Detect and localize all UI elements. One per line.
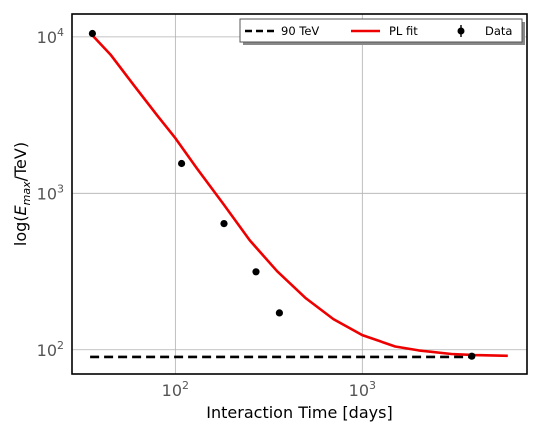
y-tick-label: 102 bbox=[37, 339, 64, 360]
y-tick-label: 104 bbox=[37, 26, 64, 47]
legend-label-90tev: 90 TeV bbox=[281, 24, 319, 38]
legend-label-data: Data bbox=[485, 24, 512, 38]
y-tick-label: 103 bbox=[37, 182, 64, 203]
pl-fit-curve bbox=[89, 32, 508, 358]
data-point bbox=[468, 352, 476, 360]
y-axis-label-suffix: /TeV) bbox=[11, 142, 30, 181]
x-axis-label: Interaction Time [days] bbox=[206, 403, 392, 422]
x-tick-label: 102 bbox=[162, 379, 189, 400]
series-layer bbox=[88, 29, 508, 360]
data-point bbox=[220, 220, 228, 228]
x-tick-label: 103 bbox=[349, 379, 376, 400]
y-axis-label-symbol: E bbox=[11, 204, 30, 215]
legend-label-pl-fit: PL fit bbox=[389, 24, 418, 38]
y-axis-label-prefix: log( bbox=[11, 215, 30, 246]
data-point bbox=[88, 29, 96, 38]
y-axis-label: log(Emax/TeV) bbox=[11, 142, 33, 246]
legend-frame bbox=[239, 18, 523, 43]
y-axis-label-subscript: max bbox=[20, 181, 33, 205]
data-point bbox=[178, 159, 186, 168]
plot-frame bbox=[71, 13, 528, 375]
legend-swatch-data bbox=[457, 27, 465, 35]
plot-background bbox=[72, 14, 527, 374]
ticks: 102 103 102 103 104 bbox=[37, 26, 376, 400]
legend: 90 TeV PL fit Data bbox=[239, 18, 525, 45]
data-point bbox=[252, 268, 260, 276]
data-point bbox=[275, 309, 283, 317]
